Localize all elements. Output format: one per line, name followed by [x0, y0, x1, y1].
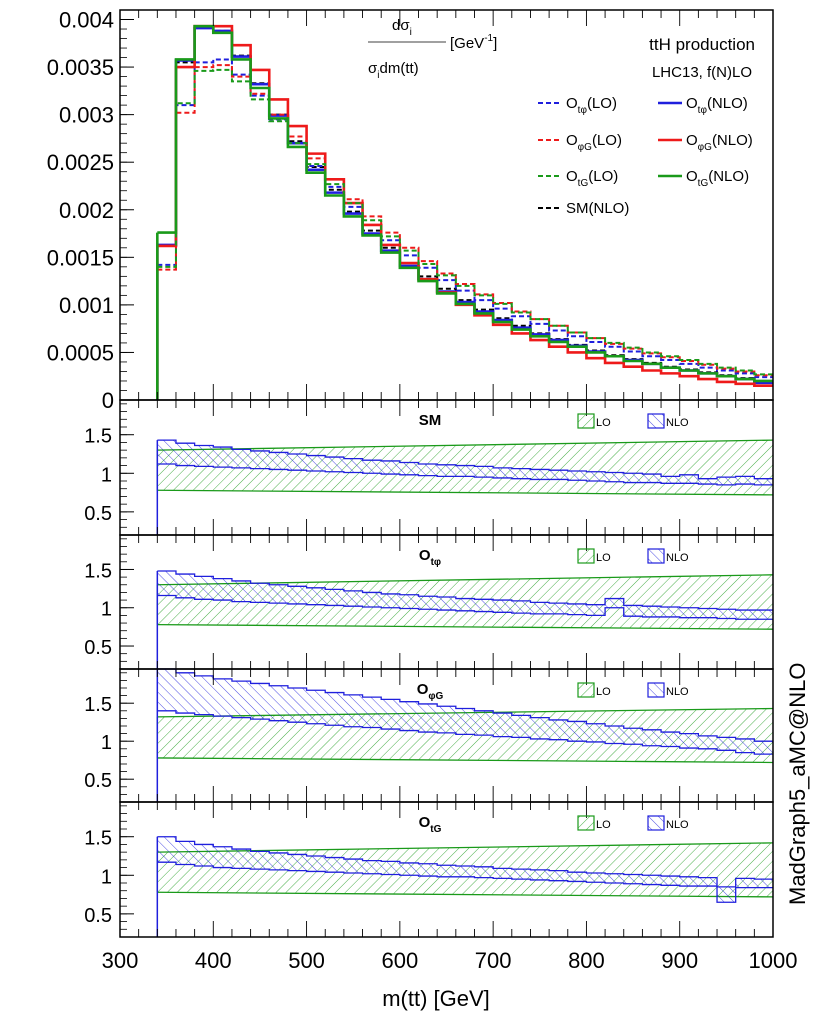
ratio-2-lo-low — [157, 757, 774, 764]
main-ytick-label-4: 0.002 — [59, 198, 114, 223]
ratio-0-legend-nlo-box — [647, 413, 665, 429]
ratio-1-ytick-label-1: 1 — [101, 599, 112, 621]
ratio-1-label: Otφ — [419, 547, 441, 568]
ratio-2-legend-lo-box — [577, 682, 595, 698]
ratio-1-legend-nlo-box — [647, 548, 665, 564]
ratio-0-label: SM — [419, 412, 442, 429]
ratio-3-legend-lo: LO — [596, 819, 611, 831]
ratio-3-ytick-label-1: 1 — [101, 866, 112, 888]
ratio-2-legend-lo: LO — [596, 686, 611, 698]
x-tick-label-4: 700 — [475, 948, 512, 973]
ratio-0-lo-high — [157, 439, 774, 451]
main-ytick-label-0: 0 — [102, 388, 114, 413]
x-tick-label-2: 500 — [288, 948, 325, 973]
legend-entry-0: Otφ(LO) — [566, 95, 617, 116]
x-tick-label-7: 1000 — [749, 948, 798, 973]
ratio-2-ytick-label-0: 0.5 — [84, 770, 112, 792]
x-tick-label-0: 300 — [102, 948, 139, 973]
main-ytick-label-8: 0.004 — [59, 8, 114, 33]
main-ylabel-numerator: dσi — [392, 17, 412, 38]
main-ylabel-unit: [GeV-1] — [450, 33, 497, 52]
ratio-1-nlo-high — [157, 570, 773, 611]
ratio-0-nlo-low — [157, 463, 773, 486]
ratio-2-nlo-low — [157, 710, 773, 755]
ratio-3-label: OtG — [419, 814, 442, 835]
ratio-0-legend-lo-box — [577, 413, 595, 429]
legend-entry-5: OtG(NLO) — [686, 168, 749, 189]
ratio-3-lo-low — [157, 891, 774, 898]
main-series-6 — [157, 24, 773, 383]
ratio-1-legend-lo-box — [577, 548, 595, 564]
main-series-1 — [157, 58, 773, 379]
x-tick-label-6: 900 — [661, 948, 698, 973]
main-title-line2: LHC13, f(N)LO — [652, 64, 752, 81]
ratio-0-legend-nlo: NLO — [666, 417, 689, 429]
ratio-0-legend-lo: LO — [596, 417, 611, 429]
ratio-2-nlo-high — [157, 668, 773, 742]
main-title-line1: ttH production — [649, 35, 755, 54]
ratio-1-legend-nlo: NLO — [666, 552, 689, 564]
ratio-3-nlo-band — [157, 836, 774, 903]
ratio-1-ytick-label-0: 0.5 — [84, 637, 112, 659]
main-ylabel-denominator: σidm(tt) — [368, 60, 419, 81]
legend-entry-3: OφG(NLO) — [686, 132, 753, 153]
main-series-5 — [157, 68, 773, 376]
ratio-1-nlo-low — [157, 594, 773, 620]
ratio-3-ytick-label-0: 0.5 — [84, 905, 112, 927]
x-tick-label-1: 400 — [195, 948, 232, 973]
main-ytick-label-6: 0.003 — [59, 103, 114, 128]
ratio-3-legend-nlo: NLO — [666, 819, 689, 831]
main-ytick-label-1: 0.0005 — [47, 340, 114, 365]
ratio-0-nlo-band — [157, 440, 774, 485]
main-ytick-label-5: 0.0025 — [47, 150, 114, 175]
ratio-2-label: OφG — [417, 681, 444, 702]
ratio-1-legend-lo: LO — [596, 552, 611, 564]
ratio-3-legend-lo-box — [577, 815, 595, 831]
ratio-0-nlo-high — [157, 439, 773, 480]
main-ytick-label-3: 0.0015 — [47, 245, 114, 270]
x-tick-label-5: 800 — [568, 948, 605, 973]
ratio-0-ytick-label-1: 1 — [101, 464, 112, 486]
ratio-3-nlo-high — [157, 836, 773, 888]
main-ytick-label-7: 0.0035 — [47, 55, 114, 80]
ratio-2-legend-nlo: NLO — [666, 686, 689, 698]
ratio-3-ytick-label-2: 1.5 — [84, 828, 112, 850]
legend-entry-4: OtG(LO) — [566, 168, 618, 189]
ratio-2-legend-nlo-box — [647, 682, 665, 698]
ratio-2-ytick-label-1: 1 — [101, 732, 112, 754]
x-axis-label: m(tt) [GeV] — [382, 986, 490, 1011]
ratio-3-legend-nlo-box — [647, 815, 665, 831]
watermark: MadGraph5_aMC@NLO — [785, 663, 810, 905]
ratio-2-ytick-label-2: 1.5 — [84, 694, 112, 716]
ratio-1-ytick-label-2: 1.5 — [84, 560, 112, 582]
ratio-1-lo-low — [157, 623, 774, 630]
ratio-0-ytick-label-2: 1.5 — [84, 426, 112, 448]
ratio-3-lo-high — [157, 842, 774, 853]
ratio-3-nlo-low — [157, 861, 773, 903]
x-tick-label-3: 600 — [381, 948, 418, 973]
main-ytick-label-2: 0.001 — [59, 293, 114, 318]
main-series-3 — [157, 64, 773, 377]
main-ylabel-fraction: dσi σidm(tt) [GeV-1] — [368, 17, 497, 81]
ratio-0-ytick-label-0: 0.5 — [84, 503, 112, 525]
ratio-0-lo-low — [157, 489, 774, 496]
legend-entry-1: Otφ(NLO) — [686, 95, 748, 116]
ratio-3-frame — [119, 801, 774, 938]
legend-entry-2: OφG(LO) — [566, 132, 622, 153]
legend-entry-6: SM(NLO) — [566, 200, 629, 217]
